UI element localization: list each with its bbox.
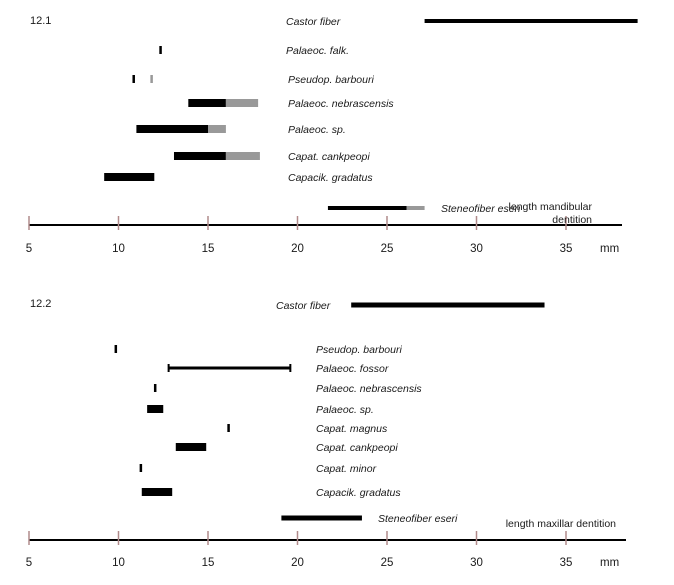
p1-taxon-label-steneofiber-eseri: Steneofiber eseri	[441, 203, 521, 215]
p2-panel-label: 12.2	[30, 298, 51, 310]
p1-range-bar-steneofiber-eseri-1	[327, 206, 407, 210]
p2-unit-label: mm	[600, 557, 619, 569]
p1-range-bar-capat-cankpeopi-1	[173, 152, 226, 160]
p2-range-bar-palaeoc-sp-1	[147, 405, 164, 413]
p1-taxon-label-pseudop-barbouri: Pseudop. barbouri	[288, 74, 374, 86]
p2-tick-label-15: 15	[202, 557, 215, 569]
p2-range-bar-steneofiber-eseri-1	[281, 515, 362, 521]
p2-tick-label-30: 30	[470, 557, 483, 569]
p2-taxon-label-steneofiber-eseri: Steneofiber eseri	[378, 513, 458, 525]
p2-tick-label-25: 25	[381, 557, 394, 569]
p1-range-bar-castor-fiber-1	[424, 19, 638, 23]
p2-taxon-label-capat-magnus: Capat. magnus	[316, 423, 388, 435]
p1-range-bar-palaeoc-falk-1	[159, 46, 162, 54]
p2-taxon-label-palaeoc-fossor: Palaeoc. fossor	[316, 363, 389, 375]
p1-tick-label-5: 5	[26, 243, 32, 255]
p1-range-bar-steneofiber-eseri-2	[406, 206, 425, 210]
p2-taxon-label-pseudop-barbouri: Pseudop. barbouri	[316, 344, 402, 356]
p2-range-bar-palaeoc-fossor-1	[168, 366, 291, 370]
p2-taxon-label-palaeoc-nebrascensis: Palaeoc. nebrascensis	[316, 383, 422, 395]
p1-unit-label: mm	[600, 243, 619, 255]
p1-taxon-label-capacik-gradatus: Capacik. gradatus	[288, 172, 373, 184]
p2-taxon-label-capat-minor: Capat. minor	[316, 463, 377, 475]
p2-range-bar-palaeoc-fossor-1-cap-left	[167, 364, 170, 372]
p1-range-bar-capacik-gradatus-1	[104, 173, 155, 181]
p1-range-bar-palaeoc-nebrascensis-1	[188, 99, 226, 107]
p2-range-bar-palaeoc-nebrascensis-1	[153, 384, 157, 392]
p1-axis-title-line-2: dentition	[552, 214, 592, 226]
p1-tick-label-20: 20	[291, 243, 304, 255]
p2-range-bar-pseudop-barbouri-1	[114, 345, 118, 353]
p1-range-bar-palaeoc-sp-1	[136, 125, 208, 133]
p2-tick-label-20: 20	[291, 557, 304, 569]
p1-tick-label-35: 35	[560, 243, 573, 255]
p1-tick-label-30: 30	[470, 243, 483, 255]
p1-taxon-label-palaeoc-falk: Palaeoc. falk.	[286, 45, 349, 57]
p2-range-bar-palaeoc-fossor-1-cap-right	[289, 364, 292, 372]
p1-taxon-label-palaeoc-nebrascensis: Palaeoc. nebrascensis	[288, 98, 394, 110]
p1-tick-label-25: 25	[381, 243, 394, 255]
p1-range-bar-palaeoc-sp-2	[208, 125, 226, 133]
p2-tick-label-35: 35	[560, 557, 573, 569]
p2-taxon-label-palaeoc-sp: Palaeoc. sp.	[316, 404, 374, 416]
p1-axis-title-line-1: length mandibular	[509, 201, 593, 213]
p2-range-bar-capat-cankpeopi-1	[175, 443, 207, 451]
p2-axis-title-line-1: length maxillar dentition	[506, 518, 616, 530]
p1-range-bar-capat-cankpeopi-2	[225, 152, 260, 160]
p1-panel-label: 12.1	[30, 15, 51, 27]
p2-range-bar-capat-minor-1	[139, 464, 143, 472]
p1-taxon-label-palaeoc-sp: Palaeoc. sp.	[288, 124, 346, 136]
p2-taxon-label-capat-cankpeopi: Capat. cankpeopi	[316, 442, 398, 454]
p2-range-bar-capacik-gradatus-1	[141, 488, 173, 496]
p2-tick-label-10: 10	[112, 557, 125, 569]
p2-taxon-label-castor-fiber: Castor fiber	[276, 300, 331, 312]
p2-tick-label-5: 5	[26, 557, 32, 569]
p2-range-bar-capat-magnus-1	[227, 424, 230, 432]
p1-tick-label-10: 10	[112, 243, 125, 255]
p1-taxon-label-castor-fiber: Castor fiber	[286, 16, 341, 28]
p1-tick-label-15: 15	[202, 243, 215, 255]
p1-range-bar-pseudop-barbouri-1	[132, 75, 135, 83]
p2-taxon-label-capacik-gradatus: Capacik. gradatus	[316, 487, 401, 499]
p2-range-bar-castor-fiber-1	[351, 302, 545, 308]
p1-range-bar-palaeoc-nebrascensis-2	[225, 99, 259, 107]
p1-range-bar-pseudop-barbouri-2	[150, 75, 153, 83]
p1-taxon-label-capat-cankpeopi: Capat. cankpeopi	[288, 151, 370, 163]
